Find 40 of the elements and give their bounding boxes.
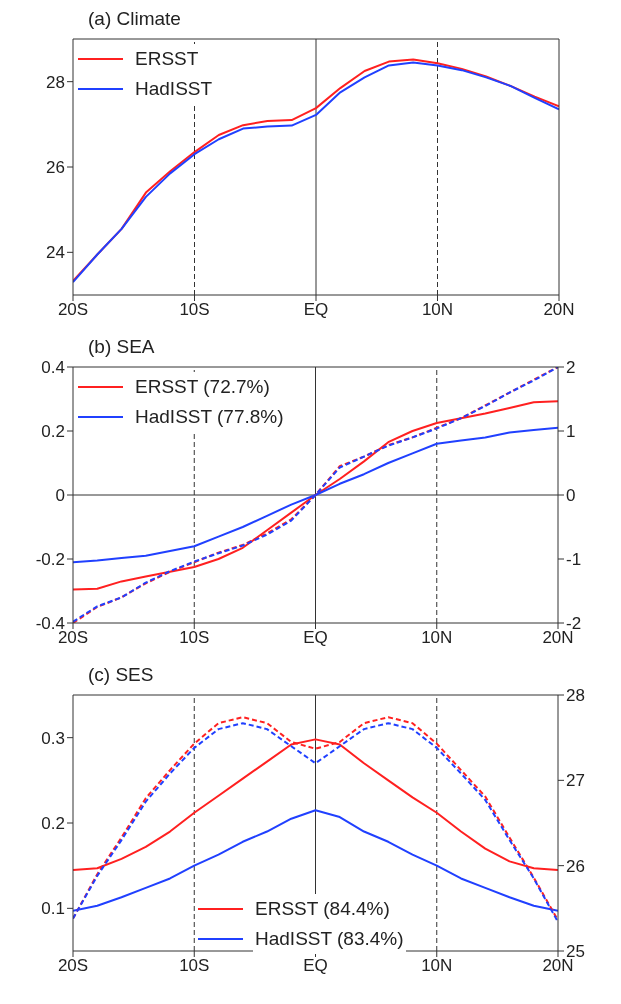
x-tick-label: 20S	[57, 956, 89, 976]
x-tick-label: 20S	[57, 300, 89, 320]
y2-tick-label: 26	[566, 856, 585, 876]
x-tick-label: 20N	[542, 956, 574, 976]
y2-tick-label: 1	[566, 422, 576, 442]
x-tick-label: 10N	[421, 628, 453, 648]
legend-label: ERSST (72.7%)	[133, 372, 272, 402]
y-tick-label: -0.2	[35, 550, 65, 570]
y2-tick-label: 28	[566, 686, 585, 706]
x-tick-label: EQ	[303, 628, 328, 648]
y-tick-label: 0.2	[41, 422, 65, 442]
legend-label: ERSST	[133, 44, 201, 74]
x-tick-label: 10N	[421, 956, 453, 976]
y-tick-label: 0.1	[41, 899, 65, 919]
y-tick-label: 26	[46, 158, 65, 178]
x-tick-label: EQ	[303, 300, 329, 320]
y2-tick-label: 0	[566, 486, 576, 506]
x-tick-label: 20N	[543, 300, 575, 320]
y2-tick-label: 27	[566, 771, 585, 791]
x-tick-label: 20N	[542, 628, 574, 648]
x-tick-label: EQ	[303, 956, 328, 976]
y2-tick-label: 2	[566, 358, 576, 378]
chart-title: (a) Climate	[88, 8, 181, 30]
legend-label: HadISST	[133, 74, 215, 104]
y-tick-label: 0.4	[41, 358, 65, 378]
legend-label: HadISST (83.4%)	[253, 924, 406, 954]
y-tick-label: 0	[55, 486, 65, 506]
y2-tick-label: -1	[566, 550, 582, 570]
x-tick-label: 10S	[179, 300, 210, 320]
chart-title: (b) SEA	[88, 336, 155, 358]
legend-label: ERSST (84.4%)	[253, 894, 392, 924]
x-tick-label: 10S	[179, 956, 210, 976]
legend-label: HadISST (77.8%)	[133, 402, 286, 432]
y-tick-label: 0.3	[41, 728, 65, 748]
chart-title: (c) SES	[88, 664, 154, 686]
y-tick-label: 28	[46, 72, 65, 92]
y-tick-label: 0.2	[41, 814, 65, 834]
y-tick-label: 24	[46, 243, 65, 263]
x-tick-label: 10S	[179, 628, 210, 648]
x-tick-label: 10N	[421, 300, 454, 320]
